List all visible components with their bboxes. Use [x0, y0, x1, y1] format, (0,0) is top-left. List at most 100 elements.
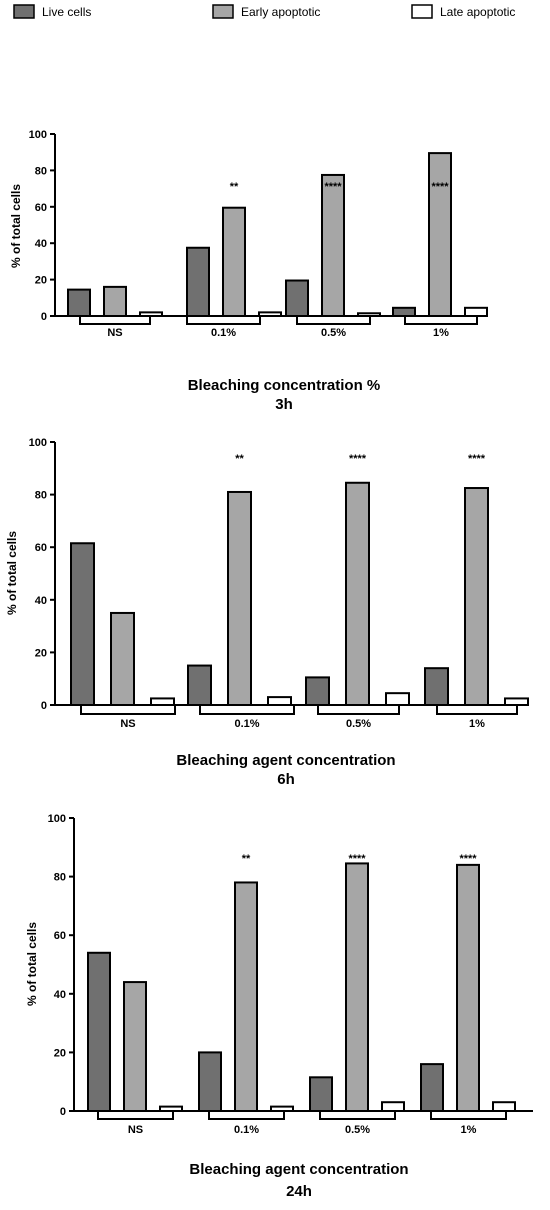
category-bracket	[80, 704, 176, 715]
y-tick-label: 0	[60, 1106, 66, 1118]
bar-late-apoptotic-3	[385, 692, 410, 706]
category-label: NS	[107, 327, 122, 339]
bar-live-cells-3	[285, 279, 309, 318]
bar-early-apoptotic-1	[110, 611, 135, 707]
bar-early-apoptotic-4	[464, 487, 489, 706]
y-tick-label: 80	[35, 490, 47, 502]
bar-live-cells-3	[305, 676, 330, 707]
chart-subtitle: 24h	[286, 1183, 312, 1200]
legend-swatch-1	[13, 4, 35, 19]
y-tick-label: 80	[35, 165, 47, 177]
significance-marker: **	[242, 853, 251, 865]
category-label: 0.1%	[234, 1124, 259, 1136]
category-label: NS	[128, 1124, 143, 1136]
category-label: 0.5%	[321, 327, 346, 339]
significance-marker: ****	[431, 181, 449, 193]
bar-early-apoptotic-3	[345, 862, 369, 1112]
bar-live-cells-4	[424, 667, 449, 706]
category-label: 0.5%	[345, 1124, 370, 1136]
y-tick-label: 100	[29, 437, 47, 449]
legend-swatch-3	[411, 4, 433, 19]
bar-live-cells-1	[67, 288, 91, 317]
category-bracket	[430, 1110, 507, 1120]
category-bracket	[319, 1110, 396, 1120]
category-bracket	[296, 315, 371, 325]
bar-live-cells-1	[70, 542, 95, 706]
chart-subtitle: 3h	[275, 396, 293, 413]
y-tick-label: 80	[54, 872, 66, 884]
legend-label-2: Early apoptotic	[241, 5, 320, 19]
bar-late-apoptotic-3	[381, 1101, 405, 1112]
category-label: 1%	[469, 718, 485, 730]
category-bracket	[317, 704, 400, 715]
bar-early-apoptotic-2	[227, 490, 252, 706]
bar-early-apoptotic-4	[456, 863, 480, 1112]
y-axis-label: % of total cells	[25, 922, 39, 1006]
significance-marker: ****	[348, 853, 366, 865]
bar-early-apoptotic-2	[222, 206, 246, 318]
y-axis-label: % of total cells	[5, 531, 19, 615]
category-label: 0.1%	[234, 718, 259, 730]
significance-marker: ****	[324, 181, 342, 193]
category-bracket	[208, 1110, 285, 1120]
bar-early-apoptotic-1	[103, 285, 127, 318]
category-bracket	[404, 315, 478, 325]
category-bracket	[97, 1110, 174, 1120]
y-tick-label: 0	[41, 311, 47, 323]
y-tick-label: 20	[35, 275, 47, 287]
category-bracket	[436, 704, 518, 715]
x-axis-label: Bleaching agent concentration	[189, 1161, 408, 1178]
y-tick-label: 100	[48, 813, 66, 825]
bar-live-cells-2	[186, 246, 210, 317]
category-label: 0.5%	[346, 718, 371, 730]
category-bracket	[79, 315, 151, 325]
significance-marker: **	[235, 453, 244, 465]
legend-label-3: Late apoptotic	[440, 5, 515, 19]
bar-early-apoptotic-3	[345, 481, 370, 707]
bar-early-apoptotic-3	[321, 173, 345, 317]
category-label: 1%	[461, 1124, 477, 1136]
y-tick-label: 40	[35, 595, 47, 607]
y-tick-label: 0	[41, 700, 47, 712]
bar-live-cells-2	[198, 1051, 222, 1113]
legend-label-1: Live cells	[42, 5, 91, 19]
category-label: 1%	[433, 327, 449, 339]
bar-live-cells-2	[187, 664, 212, 706]
chart-subtitle: 6h	[277, 771, 295, 788]
y-axis-label: % of total cells	[9, 184, 23, 268]
y-tick-label: 40	[54, 989, 66, 1001]
category-bracket	[186, 315, 261, 325]
bar-early-apoptotic-2	[234, 881, 258, 1113]
legend: Live cells Early apoptotic Late apoptotic	[13, 4, 515, 19]
significance-marker: ****	[468, 453, 486, 465]
significance-marker: **	[230, 181, 239, 193]
bar-early-apoptotic-4	[428, 152, 452, 317]
significance-marker: ****	[349, 453, 367, 465]
bar-live-cells-3	[309, 1076, 333, 1113]
category-label: 0.1%	[211, 327, 236, 339]
y-tick-label: 20	[54, 1047, 66, 1059]
bar-live-cells-1	[87, 951, 111, 1113]
y-tick-label: 60	[54, 930, 66, 942]
x-axis-label: Bleaching agent concentration	[176, 752, 395, 769]
category-bracket	[199, 704, 295, 715]
category-label: NS	[120, 718, 135, 730]
bar-late-apoptotic-4	[464, 306, 488, 317]
bar-live-cells-4	[420, 1063, 444, 1112]
y-tick-label: 100	[29, 129, 47, 141]
bar-late-apoptotic-4	[492, 1101, 516, 1112]
x-axis-label: Bleaching concentration %	[188, 377, 381, 394]
bar-early-apoptotic-1	[123, 981, 147, 1113]
bar-late-apoptotic-2	[267, 696, 292, 706]
y-tick-label: 40	[35, 238, 47, 250]
y-tick-label: 60	[35, 202, 47, 214]
y-tick-label: 20	[35, 647, 47, 659]
significance-marker: ****	[459, 853, 477, 865]
y-tick-label: 60	[35, 542, 47, 554]
legend-swatch-2	[212, 4, 234, 19]
bar-live-cells-4	[392, 306, 416, 317]
